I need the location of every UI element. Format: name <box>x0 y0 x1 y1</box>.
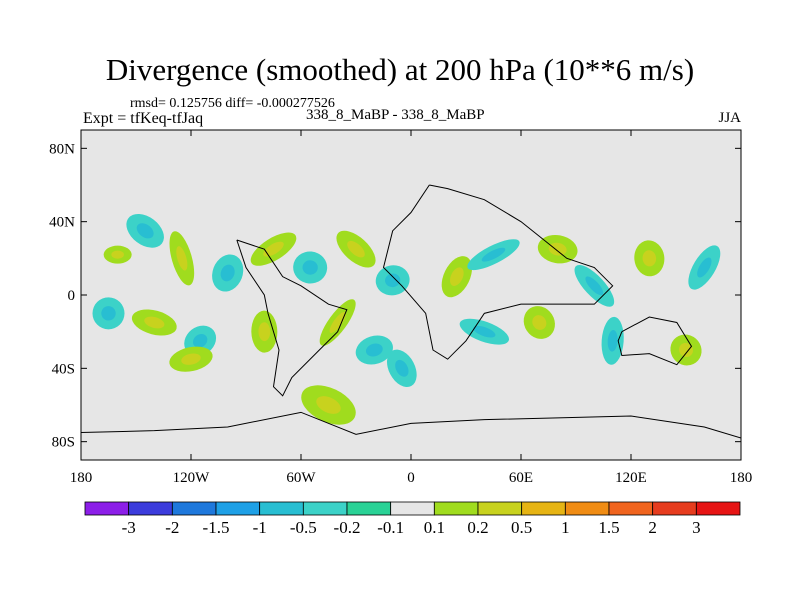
x-tick-label: 120E <box>615 470 647 486</box>
colorbar-swatch <box>477 501 523 516</box>
case-label: 338_8_MaBP - 338_8_MaBP <box>306 107 485 123</box>
colorbar-swatch <box>608 501 654 516</box>
coastline-segment <box>617 316 693 366</box>
divergence-core <box>302 260 318 275</box>
colorbar-swatch <box>695 501 741 516</box>
colorbar-label: -3 <box>122 518 136 537</box>
y-tick-label: 80S <box>52 435 75 451</box>
divergence-core <box>450 267 464 286</box>
divergence-core <box>329 312 346 333</box>
colorbar-swatch <box>390 501 435 516</box>
divergence-core <box>101 306 116 321</box>
divergence-core <box>111 250 124 259</box>
divergence-core <box>176 246 188 271</box>
colorbar-swatch <box>433 501 479 516</box>
divergence-core <box>144 316 165 329</box>
colorbar-label: 2 <box>648 518 657 537</box>
divergence-core <box>365 343 383 357</box>
colorbar-label: 0.5 <box>511 518 532 537</box>
colorbar-swatch <box>171 501 217 516</box>
coastline-segment <box>236 239 348 397</box>
colorbar-label: -0.2 <box>334 518 361 537</box>
divergence-core <box>532 315 547 330</box>
colorbar-label: 1.5 <box>598 518 619 537</box>
divergence-core <box>481 247 506 262</box>
colorbar: -3 -2 -1.5 -1 -0.5 -0.2 -0.1 0.1 0.2 0.5 1 1.5 2 3 <box>84 501 741 537</box>
colorbar-label: -0.5 <box>290 518 317 537</box>
colorbar-swatch <box>84 501 130 516</box>
season-label: JJA <box>718 110 741 126</box>
colorbar-label: 0.2 <box>467 518 488 537</box>
divergence-core <box>263 241 284 257</box>
divergence-core <box>385 273 401 288</box>
colorbar-label: 3 <box>692 518 701 537</box>
x-tick-label: 60W <box>286 470 316 486</box>
divergence-core <box>678 343 694 357</box>
experiment-label: Expt = tfKeq-tfJaq <box>83 110 204 127</box>
y-tick-label: 40N <box>49 215 75 231</box>
colorbar-label: -1.5 <box>203 518 230 537</box>
y-tick-label: 80N <box>49 141 75 157</box>
y-tick-label: 40S <box>52 361 75 377</box>
colorbar-swatch <box>259 501 304 516</box>
colorbar-label: 1 <box>561 518 570 537</box>
divergence-core <box>395 359 409 377</box>
divergence-core <box>642 250 657 267</box>
coastline-segment <box>382 184 614 360</box>
x-tick-label: 60E <box>509 470 533 486</box>
divergence-core <box>192 333 208 348</box>
chart-title: Divergence (smoothed) at 200 hPa (10**6 … <box>105 52 695 87</box>
divergence-field <box>92 213 721 425</box>
divergence-core <box>607 330 618 352</box>
colorbar-label: -0.1 <box>377 518 404 537</box>
divergence-core <box>697 257 712 278</box>
colorbar-label: -2 <box>165 518 179 537</box>
divergence-core <box>220 264 235 282</box>
divergence-core <box>258 322 271 342</box>
axis-ticks: 180 120W 60W 0 60E 120E 180 80N 40N 0 40S 80S <box>49 130 752 486</box>
x-tick-label: 120W <box>173 470 211 486</box>
colorbar-swatch <box>564 501 610 516</box>
colorbar-swatch <box>652 501 697 516</box>
coastline-segment <box>81 411 741 439</box>
colorbar-swatch <box>215 501 261 516</box>
colorbar-label: 0.1 <box>424 518 445 537</box>
divergence-core <box>473 325 496 338</box>
coastline <box>81 184 741 439</box>
y-tick-label: 0 <box>68 288 76 304</box>
colorbar-swatch <box>302 501 348 516</box>
map-background <box>81 130 741 460</box>
divergence-core <box>347 240 365 258</box>
x-tick-label: 180 <box>70 470 93 486</box>
divergence-core <box>316 396 341 414</box>
divergence-core <box>136 223 154 239</box>
colorbar-swatch <box>521 501 566 516</box>
x-tick-label: 0 <box>407 470 415 486</box>
stats-label: rmsd= 0.125756 diff= -0.000277526 <box>130 96 335 111</box>
divergence-core <box>181 353 201 365</box>
divergence-core <box>548 242 567 256</box>
colorbar-swatch <box>128 501 173 516</box>
x-tick-label: 180 <box>730 470 753 486</box>
colorbar-label: -1 <box>253 518 267 537</box>
divergence-core <box>585 276 604 296</box>
colorbar-swatch <box>346 501 392 516</box>
